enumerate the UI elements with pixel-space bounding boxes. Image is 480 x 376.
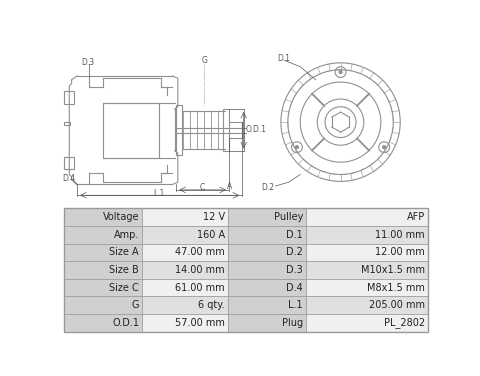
Text: G: G bbox=[201, 56, 207, 65]
Text: O.D.1: O.D.1 bbox=[112, 318, 139, 328]
Bar bbox=[176, 105, 182, 155]
Circle shape bbox=[339, 71, 342, 74]
Bar bbox=[64, 244, 142, 261]
Text: 11.00 mm: 11.00 mm bbox=[375, 230, 425, 240]
Circle shape bbox=[383, 146, 386, 149]
Bar bbox=[64, 261, 142, 279]
Text: M8x1.5 mm: M8x1.5 mm bbox=[367, 282, 425, 293]
Bar bbox=[306, 296, 428, 314]
Text: Size C: Size C bbox=[109, 282, 139, 293]
Text: 14.00 mm: 14.00 mm bbox=[175, 265, 225, 275]
Bar bbox=[103, 103, 159, 158]
Text: Plug: Plug bbox=[282, 318, 303, 328]
Text: 47.00 mm: 47.00 mm bbox=[175, 247, 225, 257]
Bar bbox=[142, 261, 228, 279]
Text: 12 V: 12 V bbox=[203, 212, 225, 222]
Text: D.4: D.4 bbox=[286, 282, 303, 293]
Text: G: G bbox=[132, 300, 139, 310]
Text: AFP: AFP bbox=[407, 212, 425, 222]
Text: D.2: D.2 bbox=[286, 247, 303, 257]
Circle shape bbox=[295, 146, 299, 149]
Text: 61.00 mm: 61.00 mm bbox=[175, 282, 225, 293]
Bar bbox=[64, 279, 142, 296]
Bar bbox=[64, 122, 70, 125]
Bar bbox=[306, 314, 428, 332]
Text: L.1: L.1 bbox=[288, 300, 303, 310]
Text: Size B: Size B bbox=[109, 265, 139, 275]
Text: D.1: D.1 bbox=[286, 230, 303, 240]
Bar bbox=[64, 226, 142, 244]
Bar bbox=[228, 226, 306, 244]
Bar bbox=[64, 314, 142, 332]
Bar bbox=[228, 279, 306, 296]
Text: M10x1.5 mm: M10x1.5 mm bbox=[361, 265, 425, 275]
Bar bbox=[142, 244, 228, 261]
Text: D.2: D.2 bbox=[262, 183, 275, 192]
Bar bbox=[64, 157, 74, 169]
Bar bbox=[64, 208, 428, 332]
Bar bbox=[142, 226, 228, 244]
Text: D.3: D.3 bbox=[82, 58, 95, 67]
Text: C: C bbox=[200, 183, 205, 192]
Bar bbox=[228, 261, 306, 279]
Text: O.D.1: O.D.1 bbox=[246, 125, 267, 134]
Text: PL_2802: PL_2802 bbox=[384, 317, 425, 328]
Bar bbox=[306, 208, 428, 226]
Text: 12.00 mm: 12.00 mm bbox=[375, 247, 425, 257]
Bar bbox=[64, 208, 142, 226]
Bar bbox=[228, 208, 306, 226]
Bar bbox=[64, 91, 74, 104]
Bar bbox=[306, 261, 428, 279]
Bar bbox=[142, 208, 228, 226]
Text: A: A bbox=[227, 182, 232, 191]
Text: D.1: D.1 bbox=[277, 55, 290, 64]
Bar bbox=[306, 279, 428, 296]
Text: D.3: D.3 bbox=[286, 265, 303, 275]
Bar bbox=[142, 296, 228, 314]
Text: 205.00 mm: 205.00 mm bbox=[369, 300, 425, 310]
Text: 57.00 mm: 57.00 mm bbox=[175, 318, 225, 328]
Text: 160 A: 160 A bbox=[197, 230, 225, 240]
Text: Voltage: Voltage bbox=[103, 212, 139, 222]
Bar bbox=[228, 244, 306, 261]
Bar bbox=[64, 296, 142, 314]
Bar bbox=[142, 314, 228, 332]
Text: Size A: Size A bbox=[109, 247, 139, 257]
Bar bbox=[306, 226, 428, 244]
Bar bbox=[228, 314, 306, 332]
Bar bbox=[142, 279, 228, 296]
Text: 6 qty.: 6 qty. bbox=[198, 300, 225, 310]
Bar bbox=[306, 244, 428, 261]
Text: Pulley: Pulley bbox=[274, 212, 303, 222]
Bar bbox=[223, 109, 229, 152]
Text: Amp.: Amp. bbox=[114, 230, 139, 240]
Bar bbox=[228, 296, 306, 314]
Text: L.1: L.1 bbox=[154, 189, 165, 198]
Text: D.4: D.4 bbox=[62, 174, 75, 183]
